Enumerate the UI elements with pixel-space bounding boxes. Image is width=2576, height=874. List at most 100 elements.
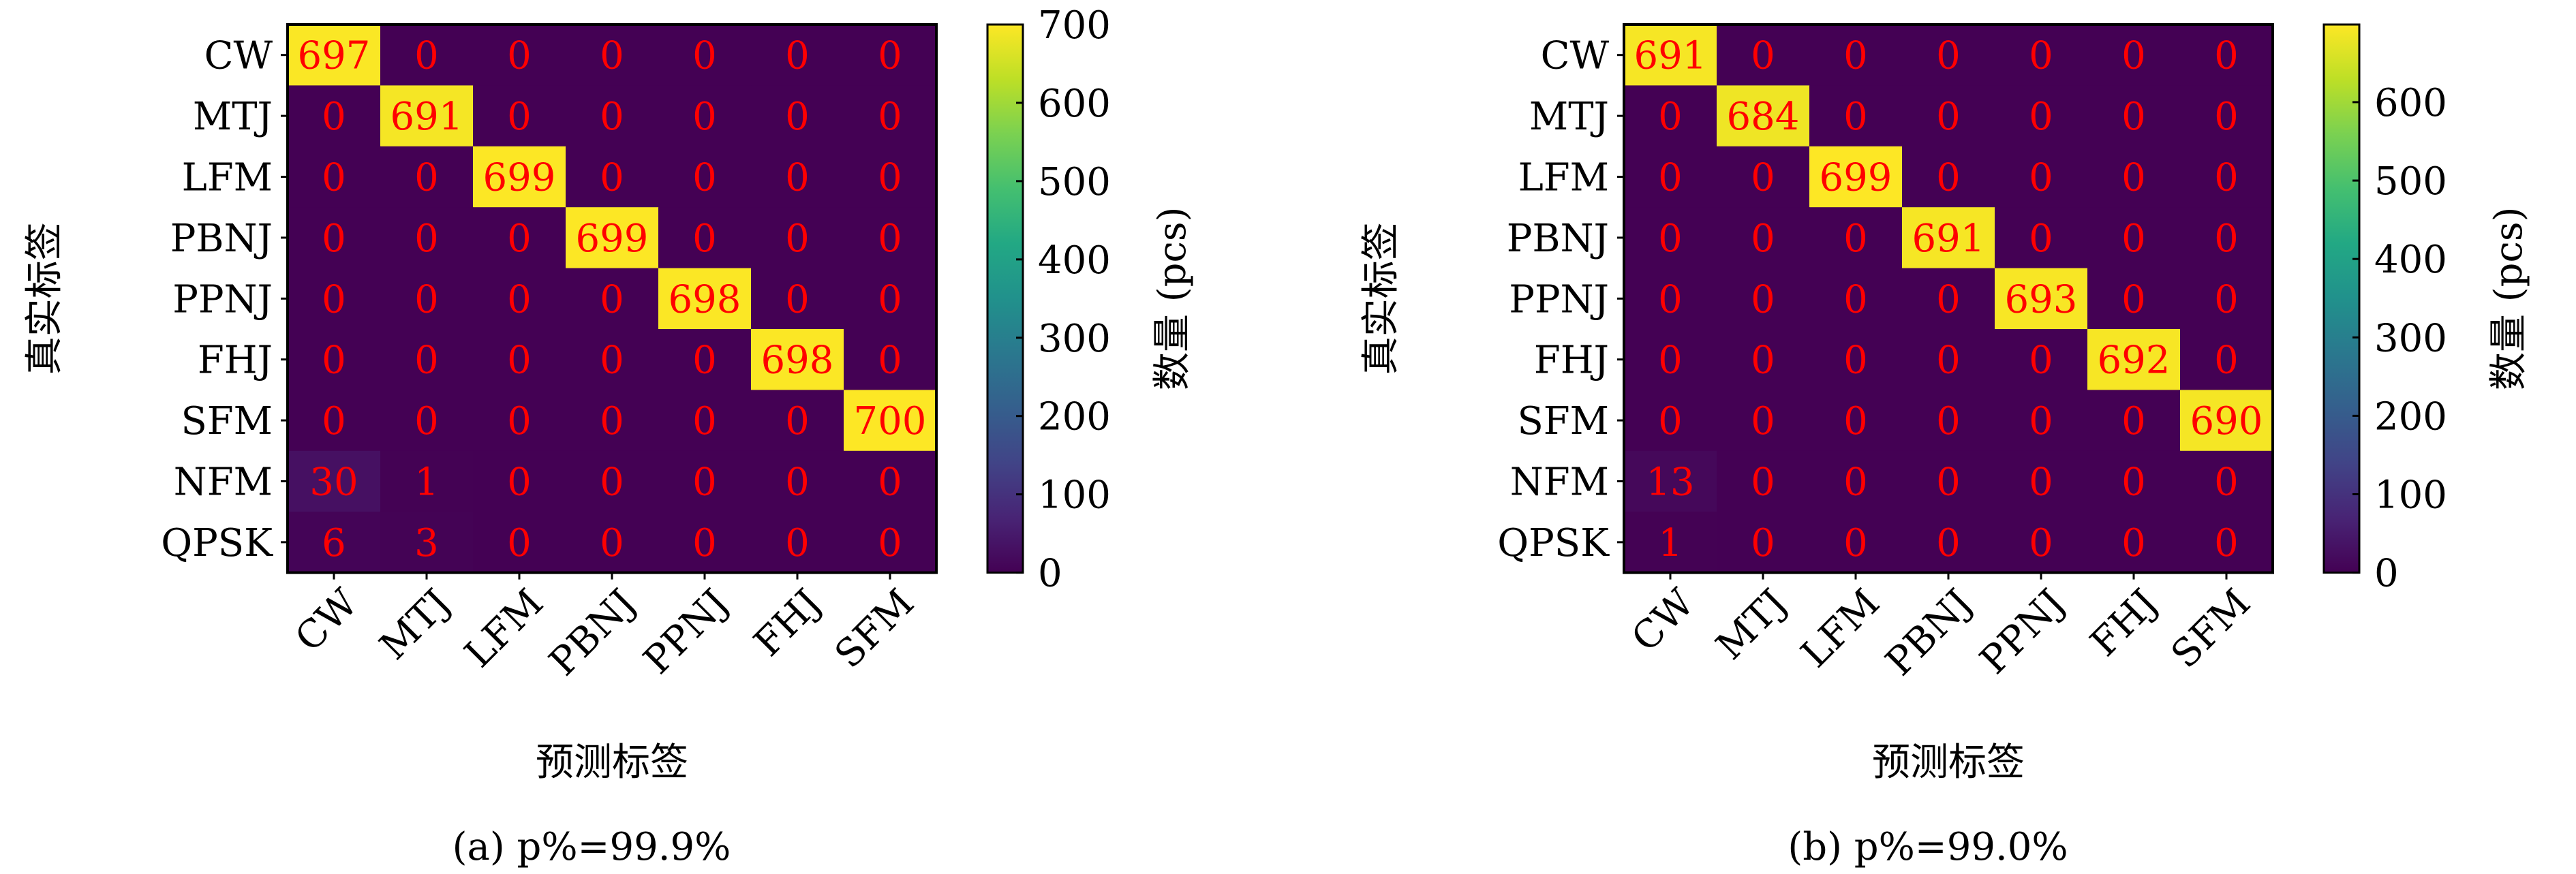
y-tick-labels-b: CW MTJ LFM PBNJ PPNJ FHJ SFM NFM QPSK <box>1497 34 1610 565</box>
cell-value-label: 0 <box>785 34 810 78</box>
cell-value-label: 0 <box>2214 521 2239 565</box>
heatmap-cell <box>658 207 752 269</box>
cell-value-label: 0 <box>1936 461 1961 505</box>
colorbar-b: 0 100 200 300 400 500 600 <box>2322 23 2447 596</box>
heatmap-cell <box>473 207 566 269</box>
cell-value-label: 0 <box>1751 521 1775 565</box>
y-tick-label: CW <box>204 34 273 78</box>
cell-value-label: 0 <box>692 521 717 565</box>
x-tick-label: MTJ <box>1708 581 1796 669</box>
heatmap-cell <box>844 512 937 574</box>
colorbar-tick-label: 600 <box>1038 82 1111 126</box>
colorbar-tick-label: 200 <box>2374 394 2447 439</box>
heatmap-cell <box>751 25 844 86</box>
heatmap-cell <box>2180 390 2273 452</box>
heatmap-cell <box>844 450 937 512</box>
cell-value-label: 691 <box>390 95 463 139</box>
heatmap-cell <box>1717 329 1810 390</box>
cell-value-label: 0 <box>507 339 532 383</box>
cell-value-label: 0 <box>692 217 717 261</box>
cell-value-label: 0 <box>1658 156 1683 200</box>
cell-value-labels-b: 691 0 0 0 0 0 0 0 684 0 0 0 0 0 0 0 699 0 0 0 0 0 0 0 691 0 0 0 0 0 0 0… <box>1634 34 2263 565</box>
x-tick-label: CW <box>287 580 367 660</box>
cell-value-label: 0 <box>2121 95 2146 139</box>
y-tick-label: QPSK <box>161 521 273 565</box>
cell-value-label: 0 <box>1751 461 1775 505</box>
heatmap-cell <box>1902 207 1995 269</box>
heatmap-cell <box>380 390 474 452</box>
y-tick-labels-a: CW MTJ LFM PBNJ PPNJ FHJ SFM NFM QPSK <box>161 34 273 565</box>
cell-value-label: 0 <box>2214 217 2239 261</box>
cell-value-label: 0 <box>785 277 810 322</box>
heatmap-cell <box>1624 450 1717 512</box>
heatmap-cell <box>288 85 381 147</box>
heatmap-cell <box>658 329 752 390</box>
heatmap-cell <box>658 85 752 147</box>
heatmap-cell <box>1902 329 1995 390</box>
y-tick-label: PBNJ <box>1507 217 1609 261</box>
heatmap-cell <box>1624 85 1717 147</box>
heatmap-cell <box>1624 268 1717 330</box>
cell-value-label: 0 <box>414 399 439 443</box>
colorbar-tick-label: 700 <box>1038 3 1111 48</box>
heatmap-cell <box>380 85 474 147</box>
cell-value-labels-a: 697 0 0 0 0 0 0 0 691 0 0 0 0 0 0 0 699 0 0 0 0 0 0 0 699 0 0 0 0 0 0 0… <box>298 34 927 565</box>
cell-value-label: 1 <box>1658 521 1683 565</box>
x-tick-label: LFM <box>457 581 552 676</box>
cell-value-label: 0 <box>1936 34 1961 78</box>
heatmap-cell <box>1624 146 1717 208</box>
heatmap-cell <box>1717 268 1810 330</box>
cell-value-label: 0 <box>692 95 717 139</box>
x-tick-label: FHJ <box>746 581 830 666</box>
heatmap-cell <box>473 329 566 390</box>
heatmap-cell <box>1809 390 1903 452</box>
cell-value-label: 0 <box>507 217 532 261</box>
colorbar-tick-label: 500 <box>2374 159 2447 204</box>
cell-value-label: 0 <box>692 339 717 383</box>
colorbar-gradient <box>2322 23 2361 574</box>
heatmap-cell <box>2180 512 2273 574</box>
colorbar-label-b: 数量 (pcs) <box>2487 207 2531 390</box>
heatmap-cell <box>1717 450 1810 512</box>
heatmap-cell <box>1717 146 1810 208</box>
cell-value-label: 0 <box>414 34 439 78</box>
cell-value-label: 698 <box>761 339 834 383</box>
cell-value-label: 0 <box>1751 156 1775 200</box>
x-tick-label: PBNJ <box>1877 581 1981 685</box>
cell-value-label: 0 <box>785 156 810 200</box>
heatmap-cell <box>1717 390 1810 452</box>
heatmap-cell <box>1995 85 2088 147</box>
heatmap-cell <box>288 450 381 512</box>
x-tick-label: MTJ <box>371 581 459 669</box>
colorbar-tick-label: 500 <box>1038 160 1111 204</box>
heatmap-cell <box>1902 25 1995 86</box>
cell-value-label: 0 <box>1936 277 1961 322</box>
cell-value-label: 0 <box>1658 399 1683 443</box>
cell-value-label: 0 <box>878 34 902 78</box>
heatmap-cell <box>1995 512 2088 574</box>
cell-value-label: 693 <box>2005 277 2078 322</box>
heatmap-cell <box>1717 25 1810 86</box>
cell-value-label: 0 <box>692 34 717 78</box>
heatmap-cell <box>1809 268 1903 330</box>
cell-value-label: 0 <box>1843 277 1868 322</box>
cell-value-label: 0 <box>2029 95 2053 139</box>
caption-a: (a) p%=99.9% <box>453 825 731 869</box>
colorbar-gradient <box>986 23 1024 574</box>
heatmap-cell <box>658 268 752 330</box>
cell-value-label: 0 <box>878 277 902 322</box>
cell-value-label: 0 <box>322 156 346 200</box>
cell-value-label: 0 <box>1936 156 1961 200</box>
heatmap-cell <box>2087 146 2181 208</box>
x-tick-label: SFM <box>2163 581 2259 677</box>
y-tick-label: FHJ <box>198 339 273 383</box>
heatmap-cell <box>566 85 659 147</box>
heatmap-cell <box>1995 207 2088 269</box>
cell-value-label: 700 <box>854 399 927 443</box>
panel-b: 691 0 0 0 0 0 00 684 0 0 0 0 00 0 699 0 0 0 00 0 0 691 0 0 00 0 0 0… <box>1359 23 2531 869</box>
cell-value-label: 0 <box>414 217 439 261</box>
colorbar-tick-label: 100 <box>1038 473 1111 518</box>
cell-value-label: 690 <box>2190 399 2263 443</box>
heatmap-cell <box>1995 450 2088 512</box>
